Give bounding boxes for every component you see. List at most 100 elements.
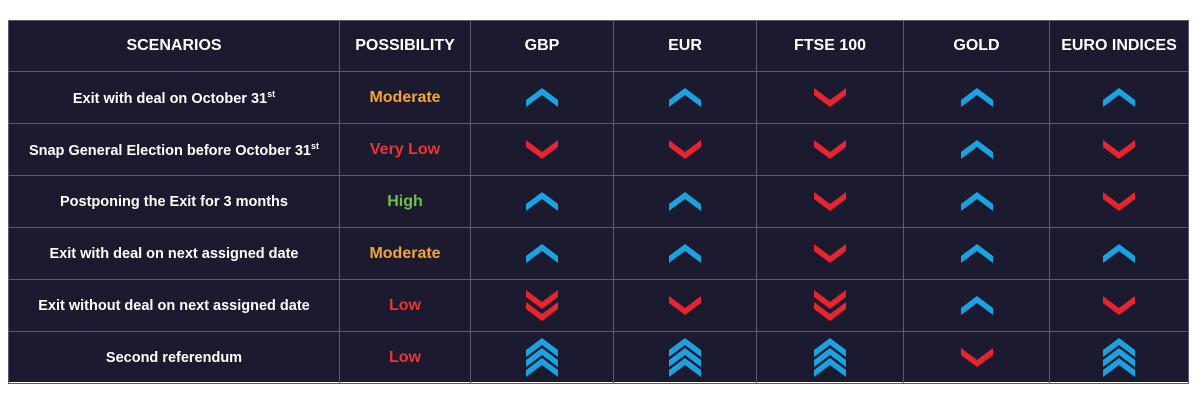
table-row: Snap General Election before October 31s… — [8, 123, 1189, 176]
scenario-cell: Exit without deal on next assigned date — [8, 279, 340, 332]
scenario-label: Second referendum — [105, 349, 243, 366]
chevron-up-icon — [526, 87, 558, 108]
signal-cell-gbp — [470, 175, 614, 228]
scenario-cell: Snap General Election before October 31s… — [8, 123, 340, 176]
chevron-down-icon — [1103, 139, 1135, 160]
signal-cell-euro-indices — [1049, 331, 1189, 384]
chevron-up-icon — [960, 87, 993, 108]
signal-cell-ftse100 — [756, 227, 904, 280]
signal-cell-gold — [903, 279, 1050, 332]
scenario-label: Postponing the Exit for 3 months — [60, 193, 288, 210]
scenario-label: Exit without deal on next assigned date — [38, 297, 310, 314]
triple-chevron-up-icon — [1103, 337, 1135, 378]
chevron-down-icon — [814, 139, 846, 160]
signal-cell-gbp — [470, 71, 614, 124]
scenario-table-panel: SCENARIOS POSSIBILITY GBP EUR FTSE 100 G… — [8, 20, 1189, 384]
triple-chevron-up-icon — [814, 337, 846, 378]
signal-cell-eur — [613, 71, 757, 124]
signal-cell-ftse100 — [756, 123, 904, 176]
scenario-cell: Postponing the Exit for 3 months — [8, 175, 340, 228]
signal-cell-ftse100 — [756, 331, 904, 384]
scenario-ordinal-suffix: st — [311, 140, 320, 151]
signal-cell-euro-indices — [1049, 227, 1189, 280]
scenario-label: Snap General Election before October 31 — [28, 142, 311, 159]
table-row: Second referendum Low — [8, 331, 1189, 384]
header-gbp: GBP — [470, 20, 614, 72]
chevron-up-icon — [960, 243, 993, 264]
possibility-label: Low — [389, 296, 421, 314]
possibility-label: Moderate — [369, 244, 441, 262]
double-chevron-down-icon — [526, 289, 558, 322]
possibility-cell: Moderate — [339, 227, 471, 280]
header-gold: GOLD — [903, 20, 1050, 72]
possibility-cell: Low — [339, 331, 471, 384]
chevron-up-icon — [669, 243, 701, 264]
signal-cell-gold — [903, 123, 1050, 176]
possibility-cell: High — [339, 175, 471, 228]
possibility-label: Moderate — [369, 88, 441, 106]
possibility-cell: Moderate — [339, 71, 471, 124]
possibility-label: Very Low — [369, 140, 441, 158]
signal-cell-eur — [613, 331, 757, 384]
signal-cell-gbp — [470, 331, 614, 384]
header-scenarios: SCENARIOS — [8, 20, 340, 72]
header-euro-indices: EURO INDICES — [1049, 20, 1189, 72]
signal-cell-euro-indices — [1049, 279, 1189, 332]
chevron-up-icon — [669, 191, 701, 212]
signal-cell-gold — [903, 331, 1050, 384]
signal-cell-eur — [613, 227, 757, 280]
chevron-down-icon — [669, 139, 701, 160]
chevron-down-icon — [814, 243, 846, 264]
chevron-down-icon — [814, 87, 846, 108]
header-eur: EUR — [613, 20, 757, 72]
signal-cell-gold — [903, 175, 1050, 228]
signal-cell-euro-indices — [1049, 123, 1189, 176]
scenario-label: Exit with deal on October 31 — [72, 90, 268, 107]
signal-cell-eur — [613, 175, 757, 228]
signal-cell-euro-indices — [1049, 71, 1189, 124]
chevron-up-icon — [960, 295, 993, 316]
chevron-down-icon — [814, 191, 846, 212]
chevron-down-icon — [1103, 191, 1135, 212]
possibility-cell: Low — [339, 279, 471, 332]
chevron-up-icon — [960, 191, 993, 212]
chevron-up-icon — [960, 139, 993, 160]
signal-cell-gold — [903, 71, 1050, 124]
signal-cell-eur — [613, 123, 757, 176]
chevron-up-icon — [526, 191, 558, 212]
scenario-table: SCENARIOS POSSIBILITY GBP EUR FTSE 100 G… — [8, 20, 1189, 384]
signal-cell-euro-indices — [1049, 175, 1189, 228]
signal-cell-gbp — [470, 279, 614, 332]
signal-cell-ftse100 — [756, 279, 904, 332]
possibility-label: High — [387, 192, 423, 210]
possibility-label: Low — [389, 348, 421, 366]
scenario-cell: Exit with deal on next assigned date — [8, 227, 340, 280]
double-chevron-down-icon — [814, 289, 846, 322]
header-possibility: POSSIBILITY — [339, 20, 471, 72]
scenario-cell: Exit with deal on October 31st — [8, 71, 340, 124]
chevron-up-icon — [526, 243, 558, 264]
table-row: Postponing the Exit for 3 months High — [8, 175, 1189, 228]
table-row: Exit without deal on next assigned date L… — [8, 279, 1189, 332]
triple-chevron-up-icon — [526, 337, 558, 378]
signal-cell-gold — [903, 227, 1050, 280]
chevron-down-icon — [526, 139, 558, 160]
chevron-up-icon — [1103, 243, 1135, 264]
signal-cell-ftse100 — [756, 175, 904, 228]
chevron-down-icon — [960, 347, 993, 368]
chevron-down-icon — [669, 295, 701, 316]
chevron-up-icon — [1103, 87, 1135, 108]
chevron-up-icon — [669, 87, 701, 108]
scenario-ordinal-suffix: st — [267, 88, 276, 99]
signal-cell-gbp — [470, 227, 614, 280]
signal-cell-gbp — [470, 123, 614, 176]
scenario-label: Exit with deal on next assigned date — [49, 245, 299, 262]
triple-chevron-up-icon — [669, 337, 701, 378]
signal-cell-ftse100 — [756, 71, 904, 124]
table-row: Exit with deal on October 31st Moderate — [8, 71, 1189, 124]
chevron-down-icon — [1103, 295, 1135, 316]
possibility-cell: Very Low — [339, 123, 471, 176]
table-row: Exit with deal on next assigned date Mode… — [8, 227, 1189, 280]
scenario-cell: Second referendum — [8, 331, 340, 384]
header-row: SCENARIOS POSSIBILITY GBP EUR FTSE 100 G… — [8, 20, 1189, 72]
